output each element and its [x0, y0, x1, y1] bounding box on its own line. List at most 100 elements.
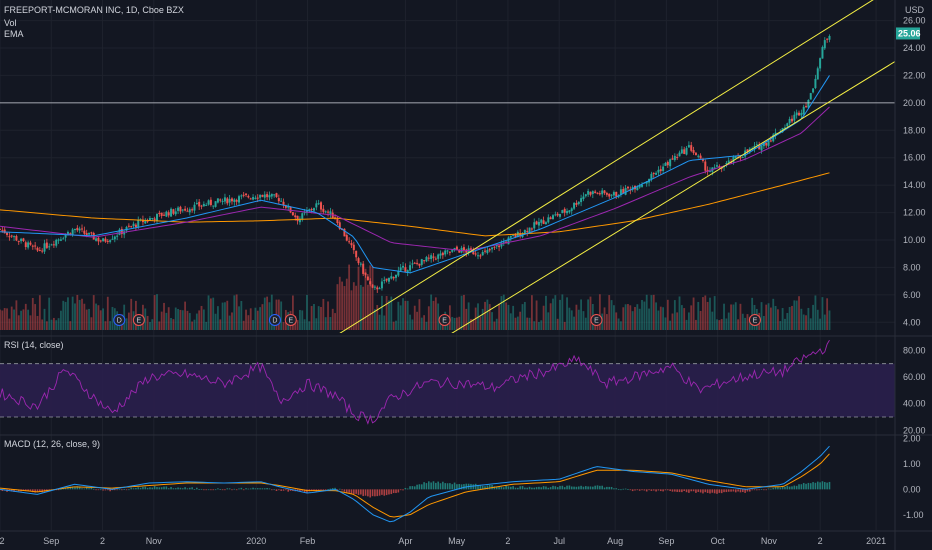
candle-body: [439, 253, 442, 256]
volume-bar: [85, 309, 88, 330]
candle-body: [324, 211, 327, 213]
macd-histogram-bar: [540, 487, 543, 490]
macd-histogram-bar: [568, 485, 571, 490]
volume-bar: [198, 310, 201, 330]
macd-histogram-bar: [582, 486, 585, 490]
macd-histogram-bar: [706, 489, 709, 493]
candle-body: [434, 258, 437, 260]
volume-legend[interactable]: Vol: [4, 18, 17, 28]
volume-bar: [217, 306, 219, 330]
macd-histogram-bar: [730, 489, 732, 492]
candle-body: [537, 221, 540, 226]
macd-histogram-bar: [702, 489, 704, 494]
symbol-legend[interactable]: FREEPORT-MCMORAN INC, 1D, Cboe BZX: [4, 5, 184, 15]
macd-histogram-bar: [423, 482, 425, 490]
candle-body: [662, 166, 665, 172]
macd-legend[interactable]: MACD (12, 26, close, 9): [4, 439, 101, 449]
candle-body: [57, 239, 60, 241]
macd-histogram-bar: [383, 489, 386, 496]
volume-bar: [395, 320, 397, 330]
candle-body: [230, 198, 233, 202]
price-tick-label: 24.00: [903, 43, 926, 53]
macd-histogram-bar: [249, 488, 252, 490]
macd-histogram-bar: [526, 487, 529, 490]
candle-body: [177, 207, 180, 211]
macd-histogram-bar: [751, 489, 753, 491]
candle-body: [233, 199, 236, 202]
ema-legend[interactable]: EMA: [4, 29, 24, 39]
macd-histogram-bar: [207, 489, 210, 491]
candle-body: [38, 249, 41, 251]
volume-bar: [502, 294, 505, 330]
candle-body: [812, 88, 815, 93]
volume-bar: [71, 296, 74, 330]
macd-histogram-bar: [545, 486, 547, 490]
volume-bar: [420, 317, 423, 330]
macd-histogram-bar: [29, 489, 32, 492]
candle-body: [36, 247, 39, 251]
volume-bar: [690, 305, 693, 330]
volume-bar: [184, 301, 187, 330]
macd-histogram-bar: [116, 489, 118, 491]
volume-bar: [219, 319, 222, 330]
macd-histogram-bar: [770, 488, 772, 490]
candle-body: [507, 237, 510, 245]
candle-body: [741, 156, 744, 158]
macd-histogram-bar: [615, 488, 618, 490]
macd-histogram-bar: [139, 487, 142, 490]
volume-bar: [800, 308, 803, 330]
candle-body: [392, 276, 395, 279]
candle-body: [455, 246, 458, 250]
macd-histogram-bar: [163, 486, 165, 490]
rsi-pane: [0, 339, 895, 425]
volume-bar: [226, 300, 229, 330]
macd-histogram-bar: [437, 481, 439, 490]
macd-histogram-bar: [256, 488, 259, 490]
volume-bar: [582, 311, 585, 330]
macd-histogram-bar: [739, 489, 742, 493]
volume-bar: [622, 307, 625, 330]
volume-bar: [812, 304, 814, 330]
macd-histogram-bar: [749, 489, 751, 492]
macd-histogram-bar: [212, 489, 215, 491]
macd-tick-label: 2.00: [903, 434, 921, 444]
candle-body: [402, 265, 405, 268]
volume-bar: [299, 309, 301, 330]
volume-bar: [191, 321, 194, 330]
rsi-line: [0, 339, 830, 425]
volume-bar: [364, 268, 367, 330]
macd-histogram-bar: [645, 489, 648, 492]
rsi-legend[interactable]: RSI (14, close): [4, 340, 64, 350]
macd-histogram-bar: [704, 489, 707, 493]
macd-histogram-bar: [273, 489, 275, 491]
macd-histogram-bar: [552, 485, 554, 490]
volume-bar: [348, 264, 351, 330]
candle-body: [664, 162, 667, 166]
candle-body: [81, 228, 84, 230]
candle-body: [423, 260, 426, 262]
volume-bar: [376, 304, 379, 330]
macd-histogram-bar: [638, 489, 641, 491]
candle-body: [512, 235, 515, 237]
macd-histogram-bar: [538, 486, 540, 490]
volume-bar: [254, 307, 257, 330]
macd-histogram-bar: [807, 482, 810, 490]
candle-body: [566, 211, 569, 214]
candle-body: [130, 226, 133, 228]
macd-histogram-bar: [821, 481, 824, 490]
volume-bar: [772, 298, 775, 330]
macd-histogram-bar: [238, 488, 240, 490]
volume-bar: [397, 301, 400, 330]
macd-histogram-bar: [432, 481, 435, 490]
candle-body: [8, 236, 11, 238]
candle-body: [69, 233, 72, 235]
macd-histogram-bar: [486, 485, 489, 490]
candle-body: [577, 201, 580, 205]
macd-histogram-bar: [184, 487, 186, 490]
macd-histogram-bar: [350, 489, 353, 495]
volume-bar: [549, 303, 552, 330]
candle-body: [603, 190, 606, 194]
macd-histogram-bar: [306, 489, 308, 493]
